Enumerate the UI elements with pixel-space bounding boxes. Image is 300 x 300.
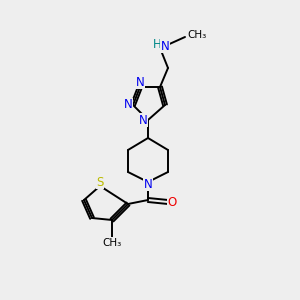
Text: S: S (96, 176, 104, 188)
Text: N: N (160, 40, 169, 52)
Text: CH₃: CH₃ (102, 238, 122, 248)
Text: N: N (124, 98, 132, 112)
Text: N: N (144, 178, 152, 190)
Text: CH₃: CH₃ (187, 30, 206, 40)
Text: N: N (136, 76, 144, 88)
Text: O: O (167, 196, 177, 208)
Text: N: N (139, 113, 147, 127)
Text: H: H (153, 38, 161, 50)
